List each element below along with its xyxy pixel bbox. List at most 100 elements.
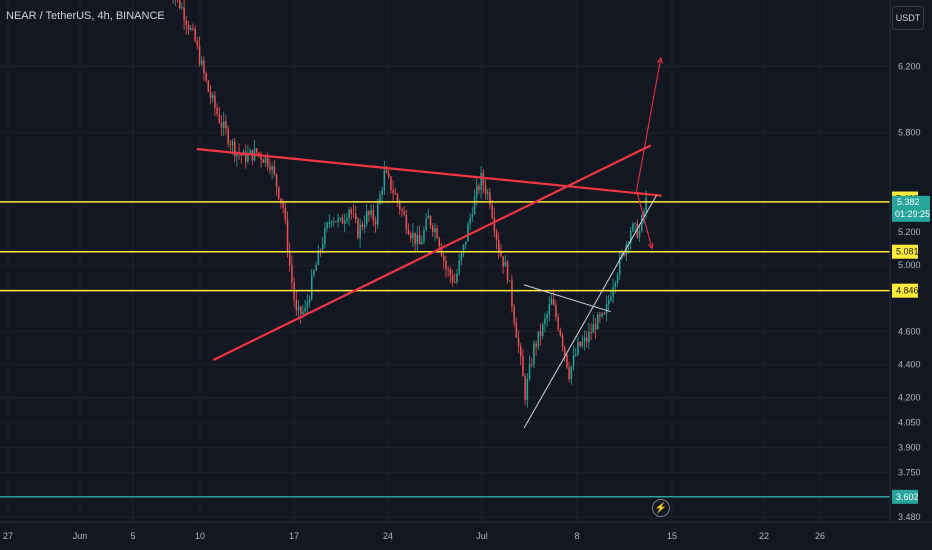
candle-body xyxy=(544,318,546,325)
candle-body xyxy=(588,331,590,342)
candle-body xyxy=(227,128,229,144)
candle-body xyxy=(284,208,287,221)
candle-body xyxy=(498,239,500,253)
candle-body xyxy=(506,261,509,281)
candle-body xyxy=(491,204,493,218)
y-tick-label: 4.200 xyxy=(898,393,921,403)
candles-layer xyxy=(172,0,647,408)
current-price-tag xyxy=(892,195,930,222)
currency-unit-button[interactable]: USDT xyxy=(892,6,924,30)
candle-body xyxy=(348,209,350,219)
candle-body xyxy=(539,331,542,336)
candle-body xyxy=(240,153,243,156)
candle-body xyxy=(443,256,445,261)
candle-body xyxy=(418,234,421,245)
y-tick-label: 4.050 xyxy=(898,418,921,428)
candle-body xyxy=(220,122,223,128)
candle-body xyxy=(368,211,370,215)
x-tick-label: 17 xyxy=(289,531,299,541)
price-tag-label: 3.602 xyxy=(896,492,919,502)
candle-body xyxy=(568,367,570,379)
candle-body xyxy=(630,230,632,244)
candle-body xyxy=(275,174,278,187)
candle-body xyxy=(636,223,639,238)
chart-grid xyxy=(0,0,888,522)
candle-body xyxy=(425,218,427,231)
candle-body xyxy=(427,216,430,219)
price-tag-teal xyxy=(892,489,918,504)
candle-body xyxy=(531,364,533,366)
candle-body xyxy=(315,264,317,271)
candle-body xyxy=(357,219,359,239)
lightning-icon[interactable]: ⚡ xyxy=(652,499,670,517)
y-tick-label: 4.600 xyxy=(898,326,921,336)
candle-body xyxy=(537,331,540,347)
candle-body xyxy=(341,217,344,224)
candle-body xyxy=(482,172,485,186)
candle-body xyxy=(267,157,269,167)
price-tag-yellow xyxy=(892,283,918,298)
candle-body xyxy=(429,216,432,226)
candle-body xyxy=(377,203,379,225)
candle-body xyxy=(372,210,375,221)
candle-body xyxy=(579,341,581,347)
candle-body xyxy=(289,251,291,266)
candle-body xyxy=(337,218,339,223)
candle-body xyxy=(489,192,491,205)
candle-body xyxy=(308,299,311,303)
candle-body xyxy=(476,186,478,198)
candle-body xyxy=(548,304,551,314)
candle-body xyxy=(361,224,364,228)
candle-body xyxy=(207,80,210,92)
candle-body xyxy=(559,329,562,336)
candle-body xyxy=(515,322,518,338)
candle-body xyxy=(605,303,608,314)
candle-body xyxy=(583,337,586,342)
x-tick-label: 24 xyxy=(383,531,393,541)
candle-body xyxy=(330,221,333,223)
y-tick-label: 4.400 xyxy=(898,360,921,370)
candle-body xyxy=(306,302,309,308)
candle-body xyxy=(638,230,641,238)
candle-body xyxy=(634,223,636,225)
ticker-label[interactable]: NEAR / TetherUS, 4h, BINANCE xyxy=(6,10,165,22)
candle-body xyxy=(247,153,249,162)
candle-body xyxy=(454,282,456,284)
candle-body xyxy=(201,60,203,65)
candle-body xyxy=(205,73,207,81)
countdown-label: 01:29:25 xyxy=(895,209,930,219)
candle-body xyxy=(407,229,410,235)
candle-body xyxy=(528,364,531,379)
candle-body xyxy=(328,222,331,224)
y-tick-label: 6.200 xyxy=(898,61,921,71)
candle-body xyxy=(458,260,460,274)
candle-body xyxy=(641,215,643,231)
candle-body xyxy=(581,341,584,347)
candle-body xyxy=(542,324,544,336)
candle-body xyxy=(478,186,480,191)
candle-body xyxy=(469,217,471,225)
candle-body xyxy=(401,209,403,212)
candle-body xyxy=(216,107,218,114)
candle-body xyxy=(192,27,194,29)
candle-body xyxy=(614,282,617,288)
candle-body xyxy=(374,220,377,225)
candle-body xyxy=(603,313,606,315)
candle-body xyxy=(493,217,496,232)
candle-body xyxy=(412,232,414,239)
candle-body xyxy=(451,275,454,283)
candle-body xyxy=(203,60,205,74)
candle-body xyxy=(608,300,610,304)
candle-body xyxy=(487,192,489,194)
candle-body xyxy=(286,220,289,252)
candle-body xyxy=(438,238,441,247)
white-wedge-top-line xyxy=(523,284,611,313)
candle-body xyxy=(520,346,522,357)
candle-body xyxy=(445,260,447,270)
candle-body xyxy=(194,28,196,41)
candle-body xyxy=(465,241,467,245)
candle-body xyxy=(212,95,214,98)
candle-body xyxy=(234,141,236,157)
